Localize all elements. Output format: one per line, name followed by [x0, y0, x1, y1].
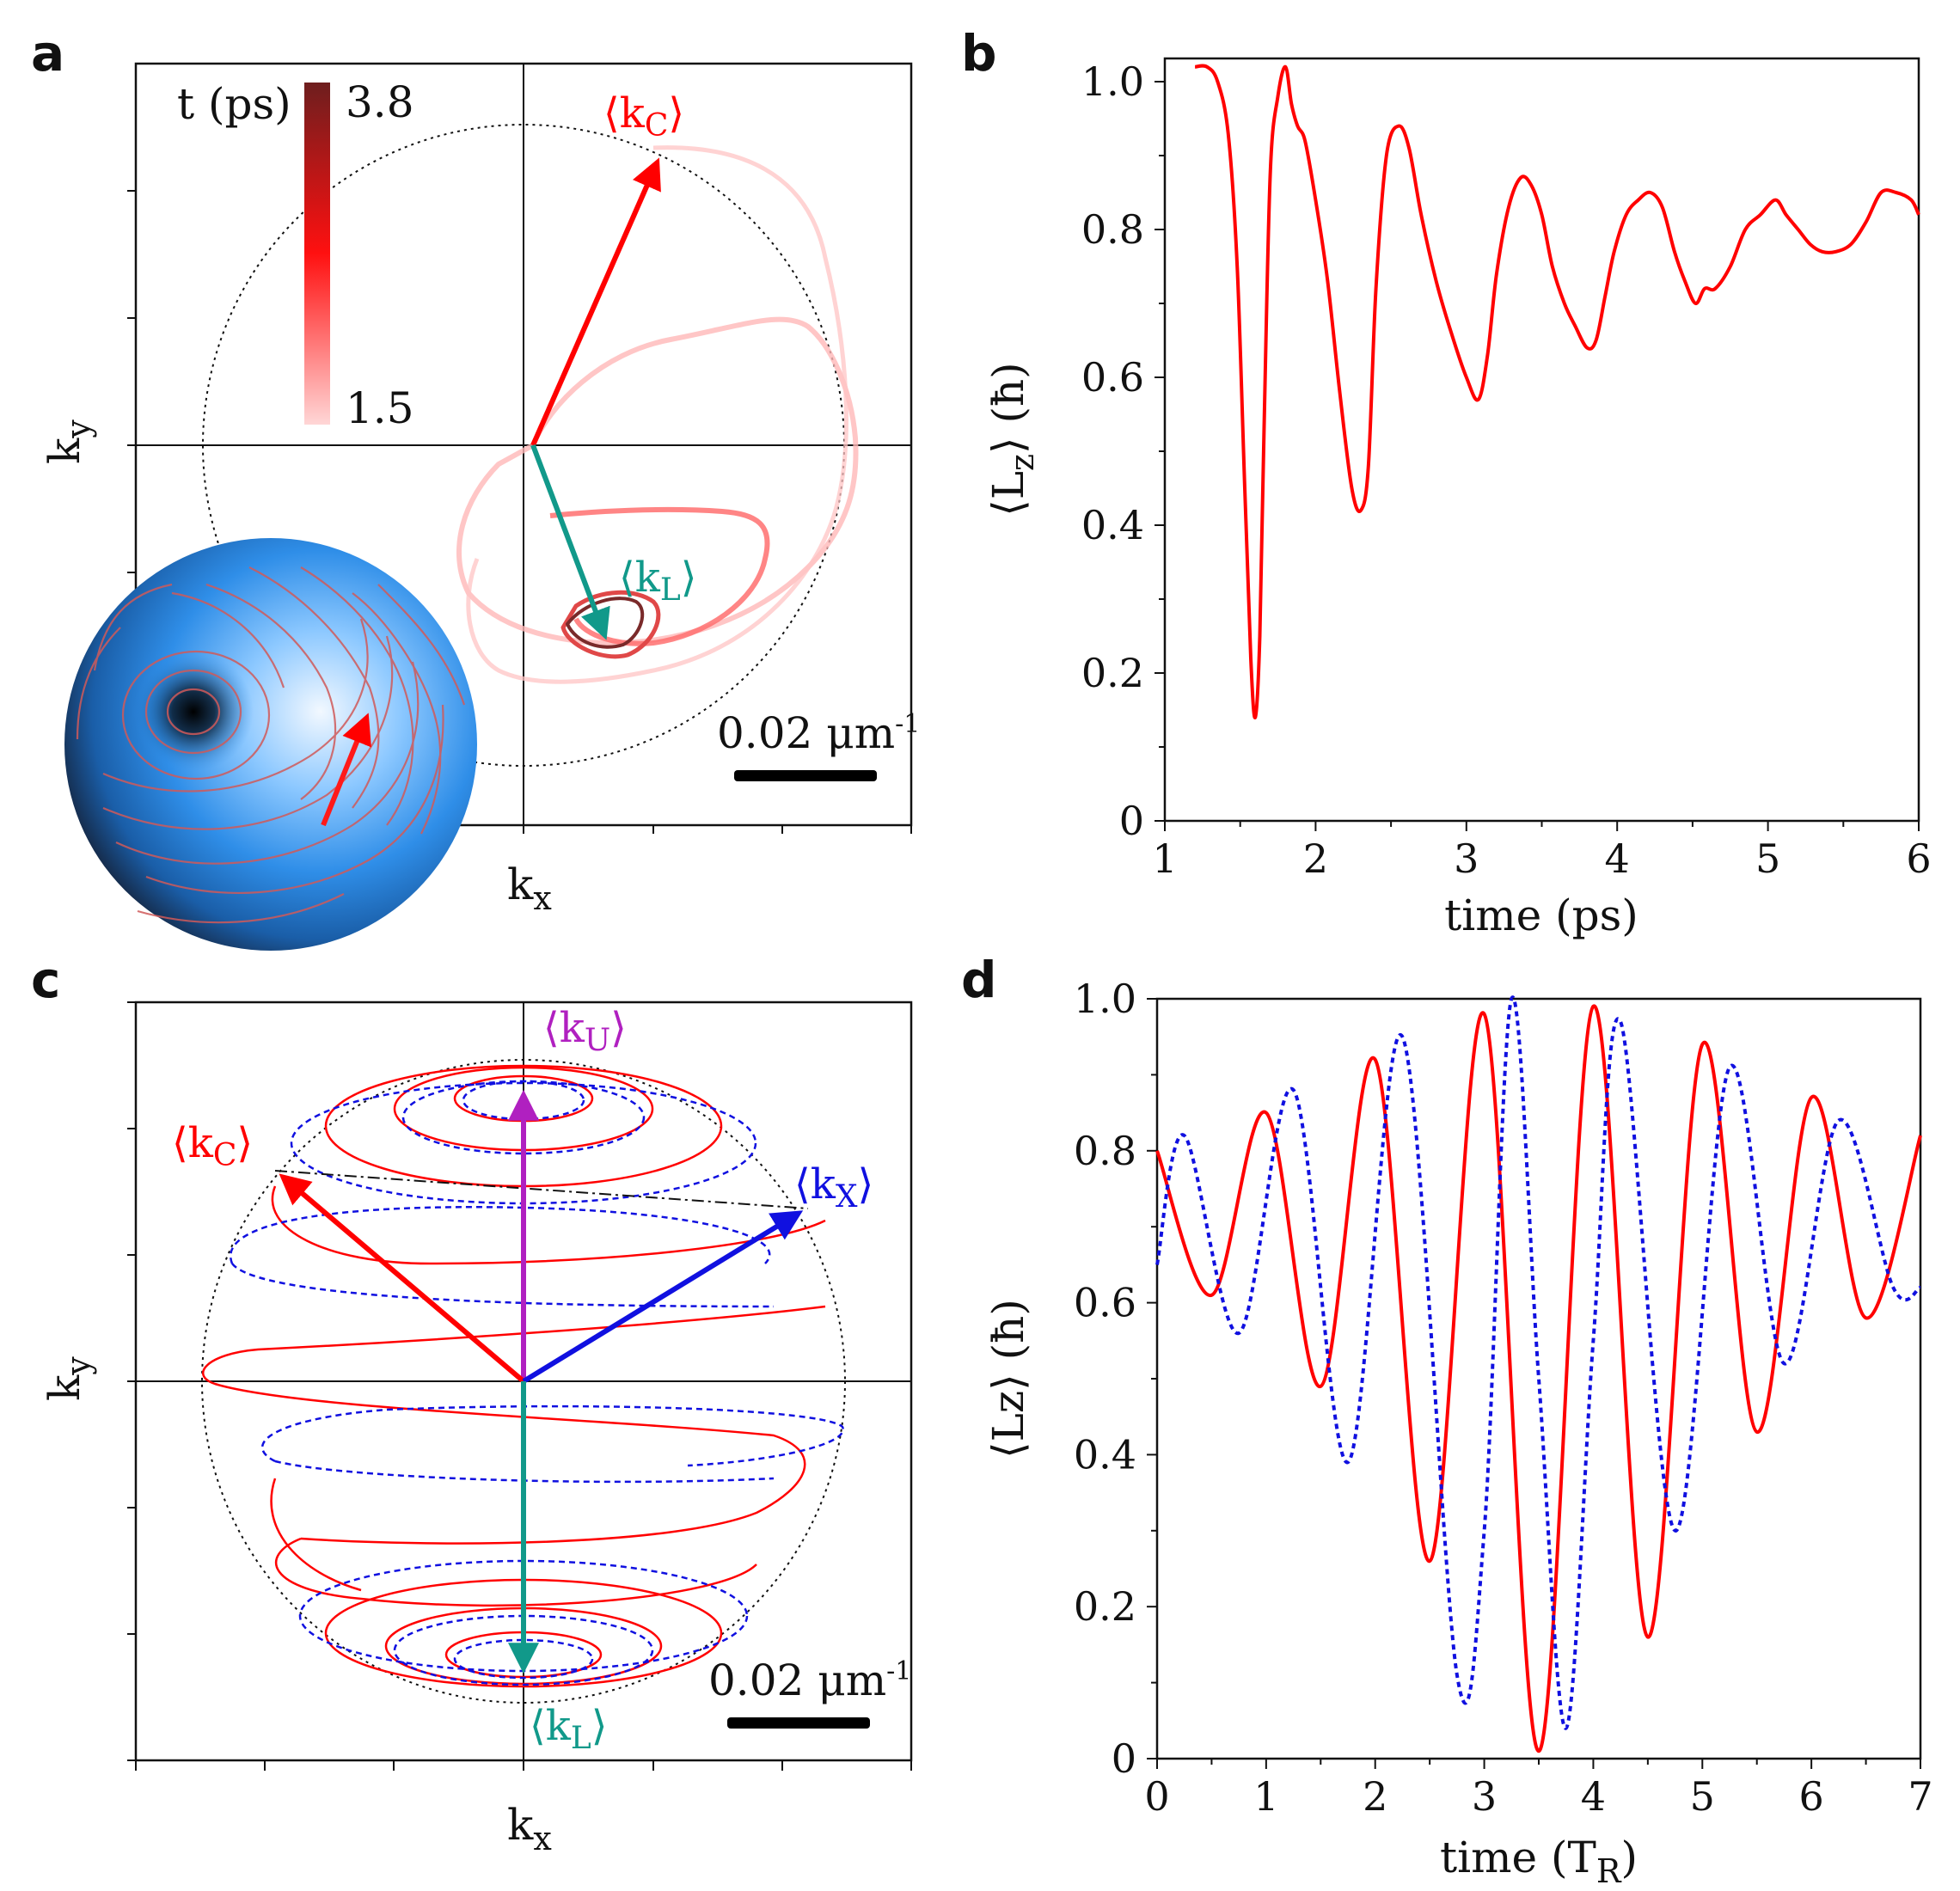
panel-c-ticks [127, 1001, 912, 1771]
vector-kc-arrow [530, 157, 661, 447]
x-tick-label: 5 [1755, 835, 1780, 882]
panel-b-xlabel: time (ps) [1444, 890, 1638, 940]
x-tick-label: 0 [1144, 1773, 1169, 1820]
x-tick-label: 4 [1605, 835, 1630, 882]
y-tick-label: 1.0 [1081, 58, 1144, 105]
vector-kc-arrow-c [279, 1173, 525, 1384]
vector-kc-label-c: ⟨kC⟩ [172, 1119, 253, 1173]
colorbar-max: 3.8 [346, 77, 414, 127]
x-tick-label: 6 [1799, 1773, 1824, 1820]
panel-c-blue-trajectory [230, 1080, 844, 1686]
panel-c-dashdot-line [274, 1170, 809, 1209]
x-tick-label: 1 [1253, 1773, 1278, 1820]
panel-a-trajectory [456, 145, 859, 684]
panel-c-ylabel: ky [40, 1356, 97, 1401]
y-tick-label: 0.8 [1081, 206, 1144, 253]
x-tick-label: 5 [1690, 1773, 1715, 1820]
panel-c-xlabel: kx [507, 1800, 552, 1857]
panel-c-scalebar [727, 1717, 870, 1729]
vector-kl-arrow [530, 444, 610, 640]
vector-kl-label-c: ⟨kL⟩ [530, 1702, 607, 1756]
vector-kc-label: ⟨kC⟩ [603, 89, 684, 144]
panel-letter-d: d [961, 951, 997, 1009]
y-tick-label: 0.4 [1074, 1431, 1136, 1478]
panel-d-series-blue-line [1155, 995, 1921, 1730]
y-tick-label: 0.2 [1081, 650, 1144, 696]
panel-c-dotted-circle [201, 1059, 846, 1704]
panel-b-series-line [1194, 64, 1920, 719]
y-tick-label: 0 [1119, 798, 1144, 844]
panel-letter-b: b [961, 24, 997, 83]
y-tick-label: 0.4 [1081, 502, 1144, 548]
colorbar [304, 83, 330, 425]
panel-a-ticks [127, 190, 912, 834]
vector-kx-label: ⟨kX⟩ [794, 1160, 873, 1215]
panel-d-ylabel: ⟨Lz⟩ (ħ) [983, 1299, 1033, 1459]
panel-a-ylabel: ky [40, 419, 97, 464]
x-tick-label: 7 [1908, 1773, 1932, 1820]
panel-a-xlabel: kx [507, 860, 552, 917]
panel-a-scalebar [734, 770, 877, 781]
panel-b-ticks: 1 2 3 4 5 6 0 0.2 0.4 0.6 0.8 1.0 [1081, 58, 1932, 882]
x-tick-label: 6 [1906, 835, 1931, 882]
vector-kx-arrow [522, 1210, 804, 1384]
panel-a-scalebar-label: 0.02 μm-1 [717, 708, 920, 758]
y-tick-label: 0.8 [1074, 1128, 1136, 1174]
x-tick-label: 1 [1152, 835, 1177, 882]
colorbar-min: 1.5 [346, 383, 414, 433]
x-tick-label: 3 [1472, 1773, 1497, 1820]
y-tick-label: 0.6 [1081, 354, 1144, 401]
panel-d-ticks: 0 1 2 3 4 5 6 7 0 0.2 0.4 0.6 0.8 1.0 [1074, 976, 1933, 1820]
panel-c-scalebar-label: 0.02 μm-1 [708, 1655, 911, 1705]
y-tick-label: 1.0 [1074, 976, 1136, 1022]
panel-b-frame [1163, 57, 1920, 823]
y-tick-label: 0 [1112, 1735, 1136, 1782]
panel-b: b 1 2 3 4 5 6 0 0.2 0.4 0.6 0.8 1.0 time (ps) ⟨Lz⟩ … [961, 24, 1932, 940]
y-tick-label: 0.6 [1074, 1280, 1136, 1326]
x-tick-label: 3 [1454, 835, 1479, 882]
panel-d-series-red-line [1155, 1004, 1922, 1753]
panel-d: d 0 1 2 3 4 5 6 7 0 0.2 0.4 0.6 0.8 1.0 time (TR) ⟨Lz… [961, 951, 1933, 1890]
panel-b-ylabel: ⟨Lz⟩ (ħ) [983, 362, 1041, 516]
y-tick-label: 0.2 [1074, 1583, 1136, 1630]
panel-letter-a: a [31, 24, 64, 83]
vector-kl-label: ⟨kL⟩ [619, 554, 696, 608]
sphere-inset [64, 538, 477, 951]
x-tick-label: 4 [1581, 1773, 1606, 1820]
panel-letter-c: c [31, 951, 60, 1009]
x-tick-label: 2 [1303, 835, 1328, 882]
x-tick-label: 2 [1363, 1773, 1387, 1820]
panel-a: a t (ps) 3.8 1.5 ⟨kC⟩ ⟨kL⟩ [31, 24, 920, 951]
vector-ku-label: ⟨kU⟩ [543, 1004, 627, 1058]
colorbar-label: t (ps) [177, 79, 291, 129]
panel-d-xlabel: time (TR) [1440, 1833, 1638, 1890]
panel-c: c [31, 951, 913, 1857]
